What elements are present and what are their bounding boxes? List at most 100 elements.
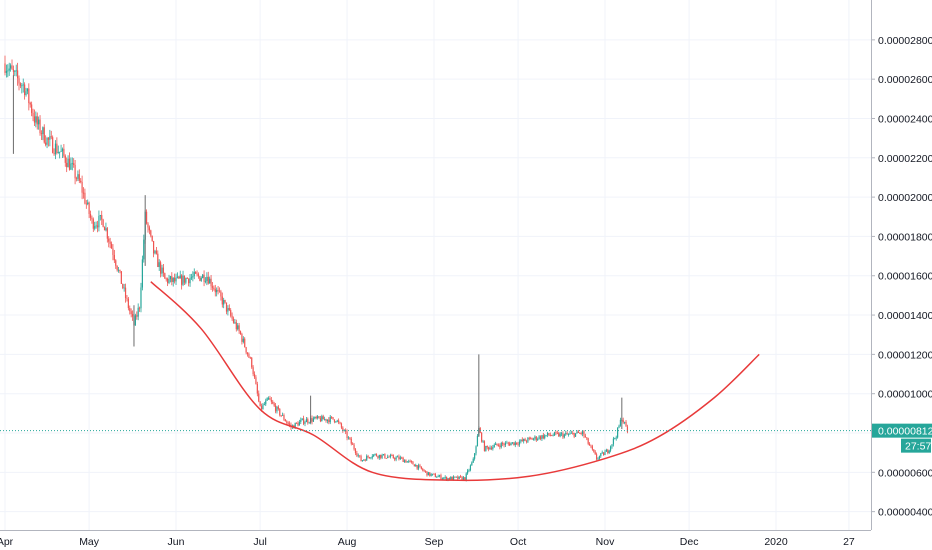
candle-body xyxy=(539,436,542,440)
candle-body xyxy=(472,458,474,463)
candle-body xyxy=(538,436,540,439)
candle-body xyxy=(375,454,378,457)
candle-body xyxy=(131,314,134,317)
candle-body xyxy=(210,278,212,287)
candle-body xyxy=(614,438,616,439)
candle-body xyxy=(584,435,586,438)
candle-body xyxy=(91,217,93,220)
candle-body xyxy=(312,418,315,422)
candle-body xyxy=(591,446,593,450)
x-tick-label: 27 xyxy=(843,536,855,548)
candle-body xyxy=(267,397,270,399)
candle-body xyxy=(461,476,463,480)
candle-body xyxy=(493,444,495,448)
candle-body xyxy=(496,443,498,446)
candle-body xyxy=(399,457,401,460)
candle-body xyxy=(221,296,223,305)
candle-body xyxy=(70,163,72,170)
candle-body xyxy=(325,418,327,422)
rounding-bottom-curve-line xyxy=(150,281,760,482)
candle-body xyxy=(417,465,420,469)
candle-body xyxy=(566,433,568,435)
candle-body xyxy=(600,453,602,457)
candle-body xyxy=(183,275,186,283)
candle-body xyxy=(172,277,174,282)
candle-body xyxy=(338,420,340,423)
candle-body xyxy=(22,84,24,86)
candle-body xyxy=(626,426,629,432)
candle-body xyxy=(511,442,514,444)
candle-body xyxy=(353,444,355,450)
candle-body xyxy=(509,443,511,446)
candle-body xyxy=(413,464,415,467)
candle-body xyxy=(232,318,235,323)
candle-body xyxy=(249,357,251,359)
candle-body xyxy=(542,435,544,439)
candle-body xyxy=(64,155,66,163)
candle-body xyxy=(419,465,421,467)
candle-body xyxy=(524,438,526,442)
candle-body xyxy=(140,287,142,309)
candle-body xyxy=(507,442,509,444)
candle-body xyxy=(556,432,558,434)
candle-body xyxy=(486,446,488,448)
candle-body xyxy=(47,137,50,140)
candle-body xyxy=(451,476,453,480)
candle-body xyxy=(235,322,237,330)
candle-body xyxy=(586,437,588,439)
candle-body xyxy=(314,416,316,419)
candle-body xyxy=(255,377,257,385)
candle-body xyxy=(541,435,543,440)
candle-body xyxy=(50,136,52,138)
candle-body xyxy=(286,421,288,423)
candle-body xyxy=(489,447,491,450)
candle-body xyxy=(377,456,379,458)
candle-body xyxy=(504,442,507,446)
candle-body xyxy=(54,143,57,155)
candle-body xyxy=(594,451,596,455)
candle-body xyxy=(467,470,469,474)
candle-body xyxy=(468,470,470,471)
candle-body xyxy=(103,226,106,231)
last-price-tag xyxy=(872,423,932,438)
candle-body xyxy=(67,158,69,168)
candle-body xyxy=(84,192,86,204)
candle-body xyxy=(242,338,244,342)
candle-body xyxy=(587,438,589,444)
candle-body xyxy=(588,443,591,446)
candle-body xyxy=(237,325,239,330)
candle-body xyxy=(147,223,149,228)
candle-body xyxy=(347,437,350,439)
candle-body xyxy=(590,445,592,447)
candle-body xyxy=(558,433,560,437)
candle-body xyxy=(595,454,598,460)
candle-body xyxy=(437,476,439,478)
candle-body xyxy=(81,182,83,193)
candle-body xyxy=(94,226,96,229)
candle-body xyxy=(217,289,219,291)
candle-body xyxy=(150,230,152,236)
candle-body xyxy=(192,276,194,278)
candle-body xyxy=(301,418,303,420)
candle-body xyxy=(333,419,336,422)
last-price-label: 0.00000812 xyxy=(878,426,932,438)
x-axis[interactable]: Apr May Jun Jul Aug Sep Oct Nov Dec 2020 27 xyxy=(0,530,871,549)
y-axis[interactable]: 0.00002800 0.00002600 0.00002400 0.00002200… xyxy=(871,0,932,530)
candle-body xyxy=(502,443,504,445)
candle-body xyxy=(87,202,89,205)
candle-body xyxy=(197,274,200,277)
candle-body xyxy=(33,116,36,123)
candle-body xyxy=(28,88,30,104)
candle-body xyxy=(263,404,265,406)
y-tick-label: 0.00002600 xyxy=(878,74,932,86)
candle-body xyxy=(152,241,155,254)
candle-body xyxy=(573,433,575,437)
candle-body xyxy=(580,433,582,434)
candle-body xyxy=(597,458,599,460)
candle-body xyxy=(185,278,187,283)
candle-body xyxy=(423,470,425,472)
candle-body xyxy=(279,408,281,416)
candle-body xyxy=(11,65,13,70)
candle-body xyxy=(241,334,243,342)
